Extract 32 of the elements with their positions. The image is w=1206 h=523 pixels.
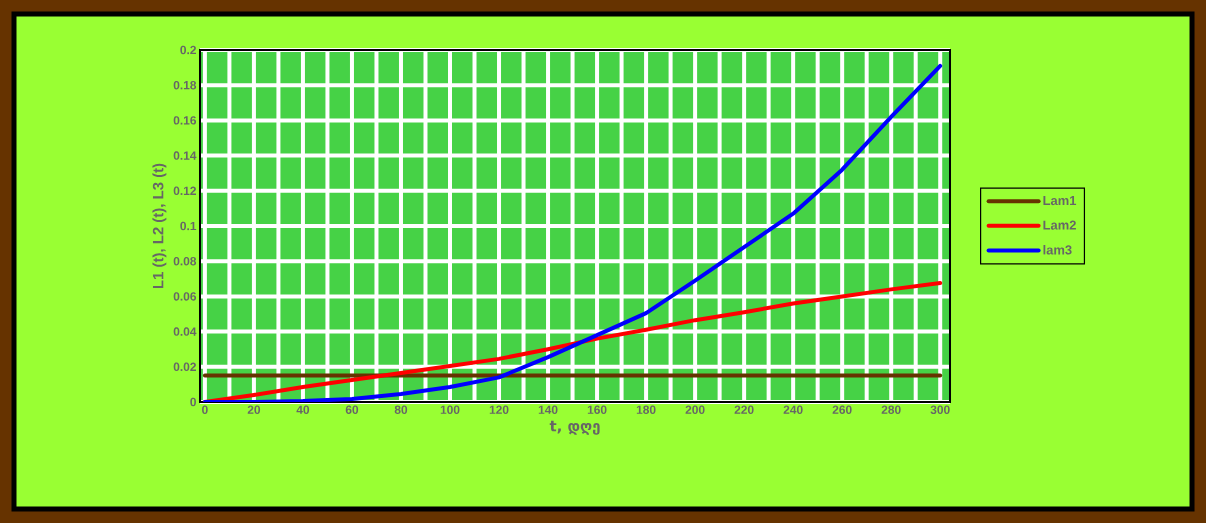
- y-tick-label: 0.18: [173, 80, 197, 90]
- legend-label: Lam1: [1043, 196, 1077, 206]
- x-tick-label: 100: [440, 405, 460, 414]
- y-tick-label: 0.2: [180, 45, 196, 55]
- x-tick-label: 140: [538, 405, 558, 414]
- x-tick-label: 260: [832, 405, 852, 414]
- y-tick-label: 0: [190, 397, 196, 407]
- x-tick-label: 80: [394, 405, 408, 414]
- y-axis-title: L1 (t), L2 (t), L3 (t): [152, 163, 167, 289]
- x-axis-title: t, დღე: [549, 420, 600, 435]
- y-tick-label: 0.08: [173, 256, 197, 266]
- x-tick-label: 60: [345, 405, 359, 414]
- x-tick-label: 40: [296, 405, 310, 414]
- y-tick-label: 0.06: [173, 292, 197, 301]
- y-tick-label: 0.1: [180, 221, 197, 231]
- x-tick-label: 160: [587, 405, 607, 414]
- x-tick-label: 120: [489, 405, 509, 414]
- x-tick-label: 220: [734, 405, 754, 414]
- x-tick-label: 300: [930, 405, 950, 415]
- y-tick-label: 0.04: [173, 327, 197, 336]
- y-tick-label: 0.02: [173, 362, 196, 372]
- x-tick-label: 0: [202, 405, 208, 414]
- legend-label: Lam2: [1043, 220, 1076, 230]
- y-tick-label: 0.16: [173, 116, 197, 125]
- y-tick-label: 0.14: [173, 151, 197, 160]
- x-tick-label: 200: [685, 405, 705, 414]
- x-tick-label: 240: [783, 405, 803, 414]
- x-tick-label: 20: [247, 405, 261, 414]
- x-tick-label: 180: [636, 405, 656, 414]
- legend-label: lam3: [1043, 245, 1072, 255]
- y-tick-label: 0.12: [173, 186, 196, 196]
- x-tick-label: 280: [881, 405, 901, 414]
